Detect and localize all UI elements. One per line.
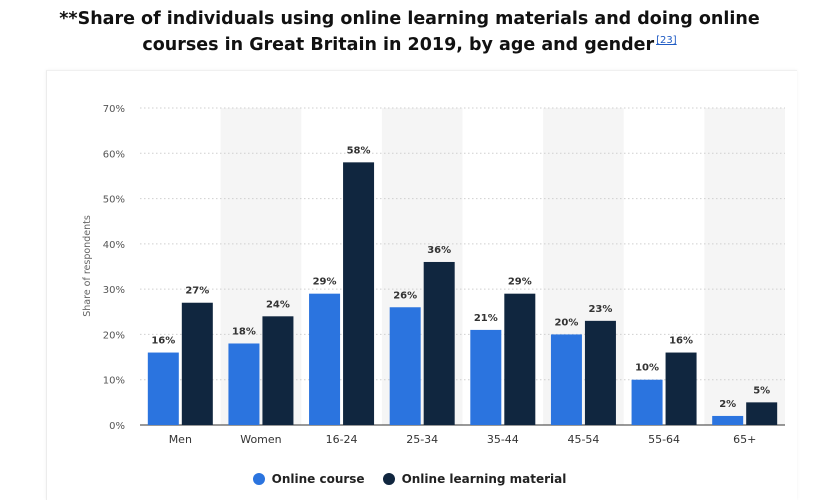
data-label: 16% <box>151 336 175 347</box>
data-label: 26% <box>393 290 417 301</box>
chart-title: **Share of individuals using online lear… <box>0 8 819 56</box>
bar[interactable] <box>712 415 744 425</box>
bar[interactable] <box>309 293 341 425</box>
y-tick-label: 60% <box>103 149 125 160</box>
bar[interactable] <box>631 379 663 425</box>
title-line-2: courses in Great Britain in 2019, by age… <box>142 34 655 55</box>
bar[interactable] <box>181 302 213 425</box>
legend-swatch-online-course <box>252 473 265 485</box>
x-tick-label: 55-64 <box>648 433 680 446</box>
y-tick-label: 70% <box>103 104 125 115</box>
y-tick-label: 40% <box>103 240 125 251</box>
bar[interactable] <box>470 329 502 425</box>
data-label: 20% <box>554 317 578 328</box>
data-label: 58% <box>347 145 371 156</box>
bar[interactable] <box>147 352 179 425</box>
data-label: 23% <box>588 304 612 315</box>
x-tick-label: 45-54 <box>567 433 599 446</box>
x-tick-label: 16-24 <box>326 433 358 446</box>
category-band <box>704 108 785 425</box>
reference-link[interactable]: [23] <box>656 35 677 46</box>
data-label: 29% <box>508 277 532 288</box>
bar[interactable] <box>262 316 294 425</box>
bar[interactable] <box>665 352 697 425</box>
legend-item-online-learning-material[interactable]: Online learning material <box>382 472 567 486</box>
y-tick-label: 10% <box>103 376 125 387</box>
chart-legend: Online course Online learning material <box>0 472 819 486</box>
data-label: 29% <box>313 277 337 288</box>
data-label: 10% <box>635 363 659 374</box>
data-label: 18% <box>232 326 256 337</box>
legend-label-online-learning-material: Online learning material <box>401 472 567 486</box>
data-label: 2% <box>719 399 736 410</box>
data-label: 27% <box>185 286 209 297</box>
y-tick-label: 50% <box>103 195 125 206</box>
bar[interactable] <box>423 261 455 425</box>
data-label: 21% <box>474 313 498 324</box>
bar[interactable] <box>343 162 375 426</box>
bar[interactable] <box>584 320 616 425</box>
bar[interactable] <box>228 343 260 425</box>
bar[interactable] <box>746 402 778 425</box>
data-label: 24% <box>266 299 290 310</box>
y-tick-label: 30% <box>103 285 125 296</box>
bar[interactable] <box>504 293 536 425</box>
bar[interactable] <box>389 307 421 425</box>
x-tick-label: 35-44 <box>487 433 519 446</box>
x-tick-label: Women <box>240 433 281 446</box>
x-tick-label: Men <box>169 433 192 446</box>
y-tick-label: 20% <box>103 330 125 341</box>
data-label: 36% <box>427 245 451 256</box>
bar[interactable] <box>550 334 582 425</box>
data-label: 5% <box>753 385 770 396</box>
legend-swatch-online-learning-material <box>382 473 395 485</box>
legend-label-online-course: Online course <box>271 472 365 486</box>
x-tick-label: 25-34 <box>406 433 438 446</box>
y-axis-label: Share of respondents <box>82 215 93 317</box>
data-label: 16% <box>669 336 693 347</box>
legend-item-online-course[interactable]: Online course <box>252 472 365 486</box>
x-tick-label: 65+ <box>733 433 756 446</box>
y-tick-label: 0% <box>109 421 125 432</box>
bar-chart: 0% 10% 20% 30% 40% 50% 60% 70% Share of responde… <box>82 104 785 446</box>
title-line-1: **Share of individuals using online lear… <box>59 9 760 29</box>
